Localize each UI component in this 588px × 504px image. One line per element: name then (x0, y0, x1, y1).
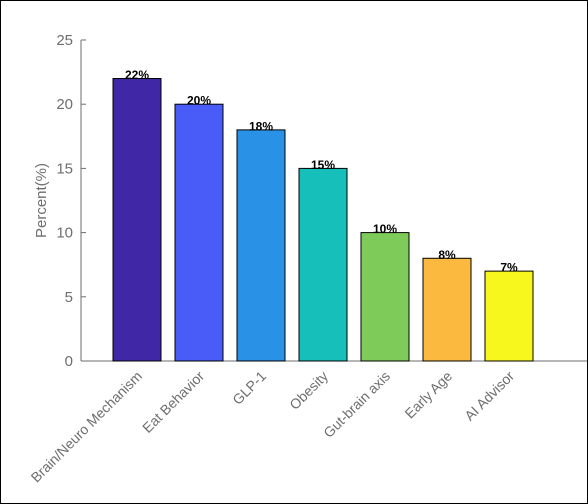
x-tick-label: Brain/Neuro Mechanism (28, 368, 146, 486)
bar (484, 270, 534, 362)
x-tick-label: Obesity (286, 368, 331, 413)
bar (360, 232, 410, 362)
bar (174, 103, 224, 362)
y-tick-label: 20 (56, 96, 73, 113)
bars (112, 78, 534, 362)
y-tick-label: 25 (56, 32, 73, 49)
y-tick-label: 5 (65, 289, 73, 306)
x-tick-label: Eat Behavior (139, 368, 207, 436)
y-tick-label: 10 (56, 225, 73, 242)
data-labels: 22% 20% 18% 15% 10% 8% 7% (125, 68, 518, 275)
bar (236, 129, 286, 362)
data-label: 22% (125, 68, 149, 82)
y-axis: 0 5 10 15 20 25 (56, 32, 86, 370)
x-tick-label: Early Age (401, 368, 455, 422)
x-tick-label: AI Advisor (461, 368, 517, 424)
data-label: 8% (438, 248, 456, 262)
bar (298, 167, 348, 362)
y-tick-label: 15 (56, 160, 73, 177)
bar (422, 257, 472, 362)
bar (112, 78, 162, 362)
x-tick-label: GLP-1 (229, 368, 269, 408)
data-label: 20% (187, 94, 211, 108)
data-label: 18% (249, 119, 273, 133)
data-label: 7% (500, 261, 518, 275)
data-label: 15% (311, 158, 335, 172)
x-tick-label: Gut-brain axis (320, 368, 393, 441)
y-tick-label: 0 (65, 353, 73, 370)
data-label: 10% (373, 222, 397, 236)
y-axis-title: Percent(%) (33, 163, 50, 238)
